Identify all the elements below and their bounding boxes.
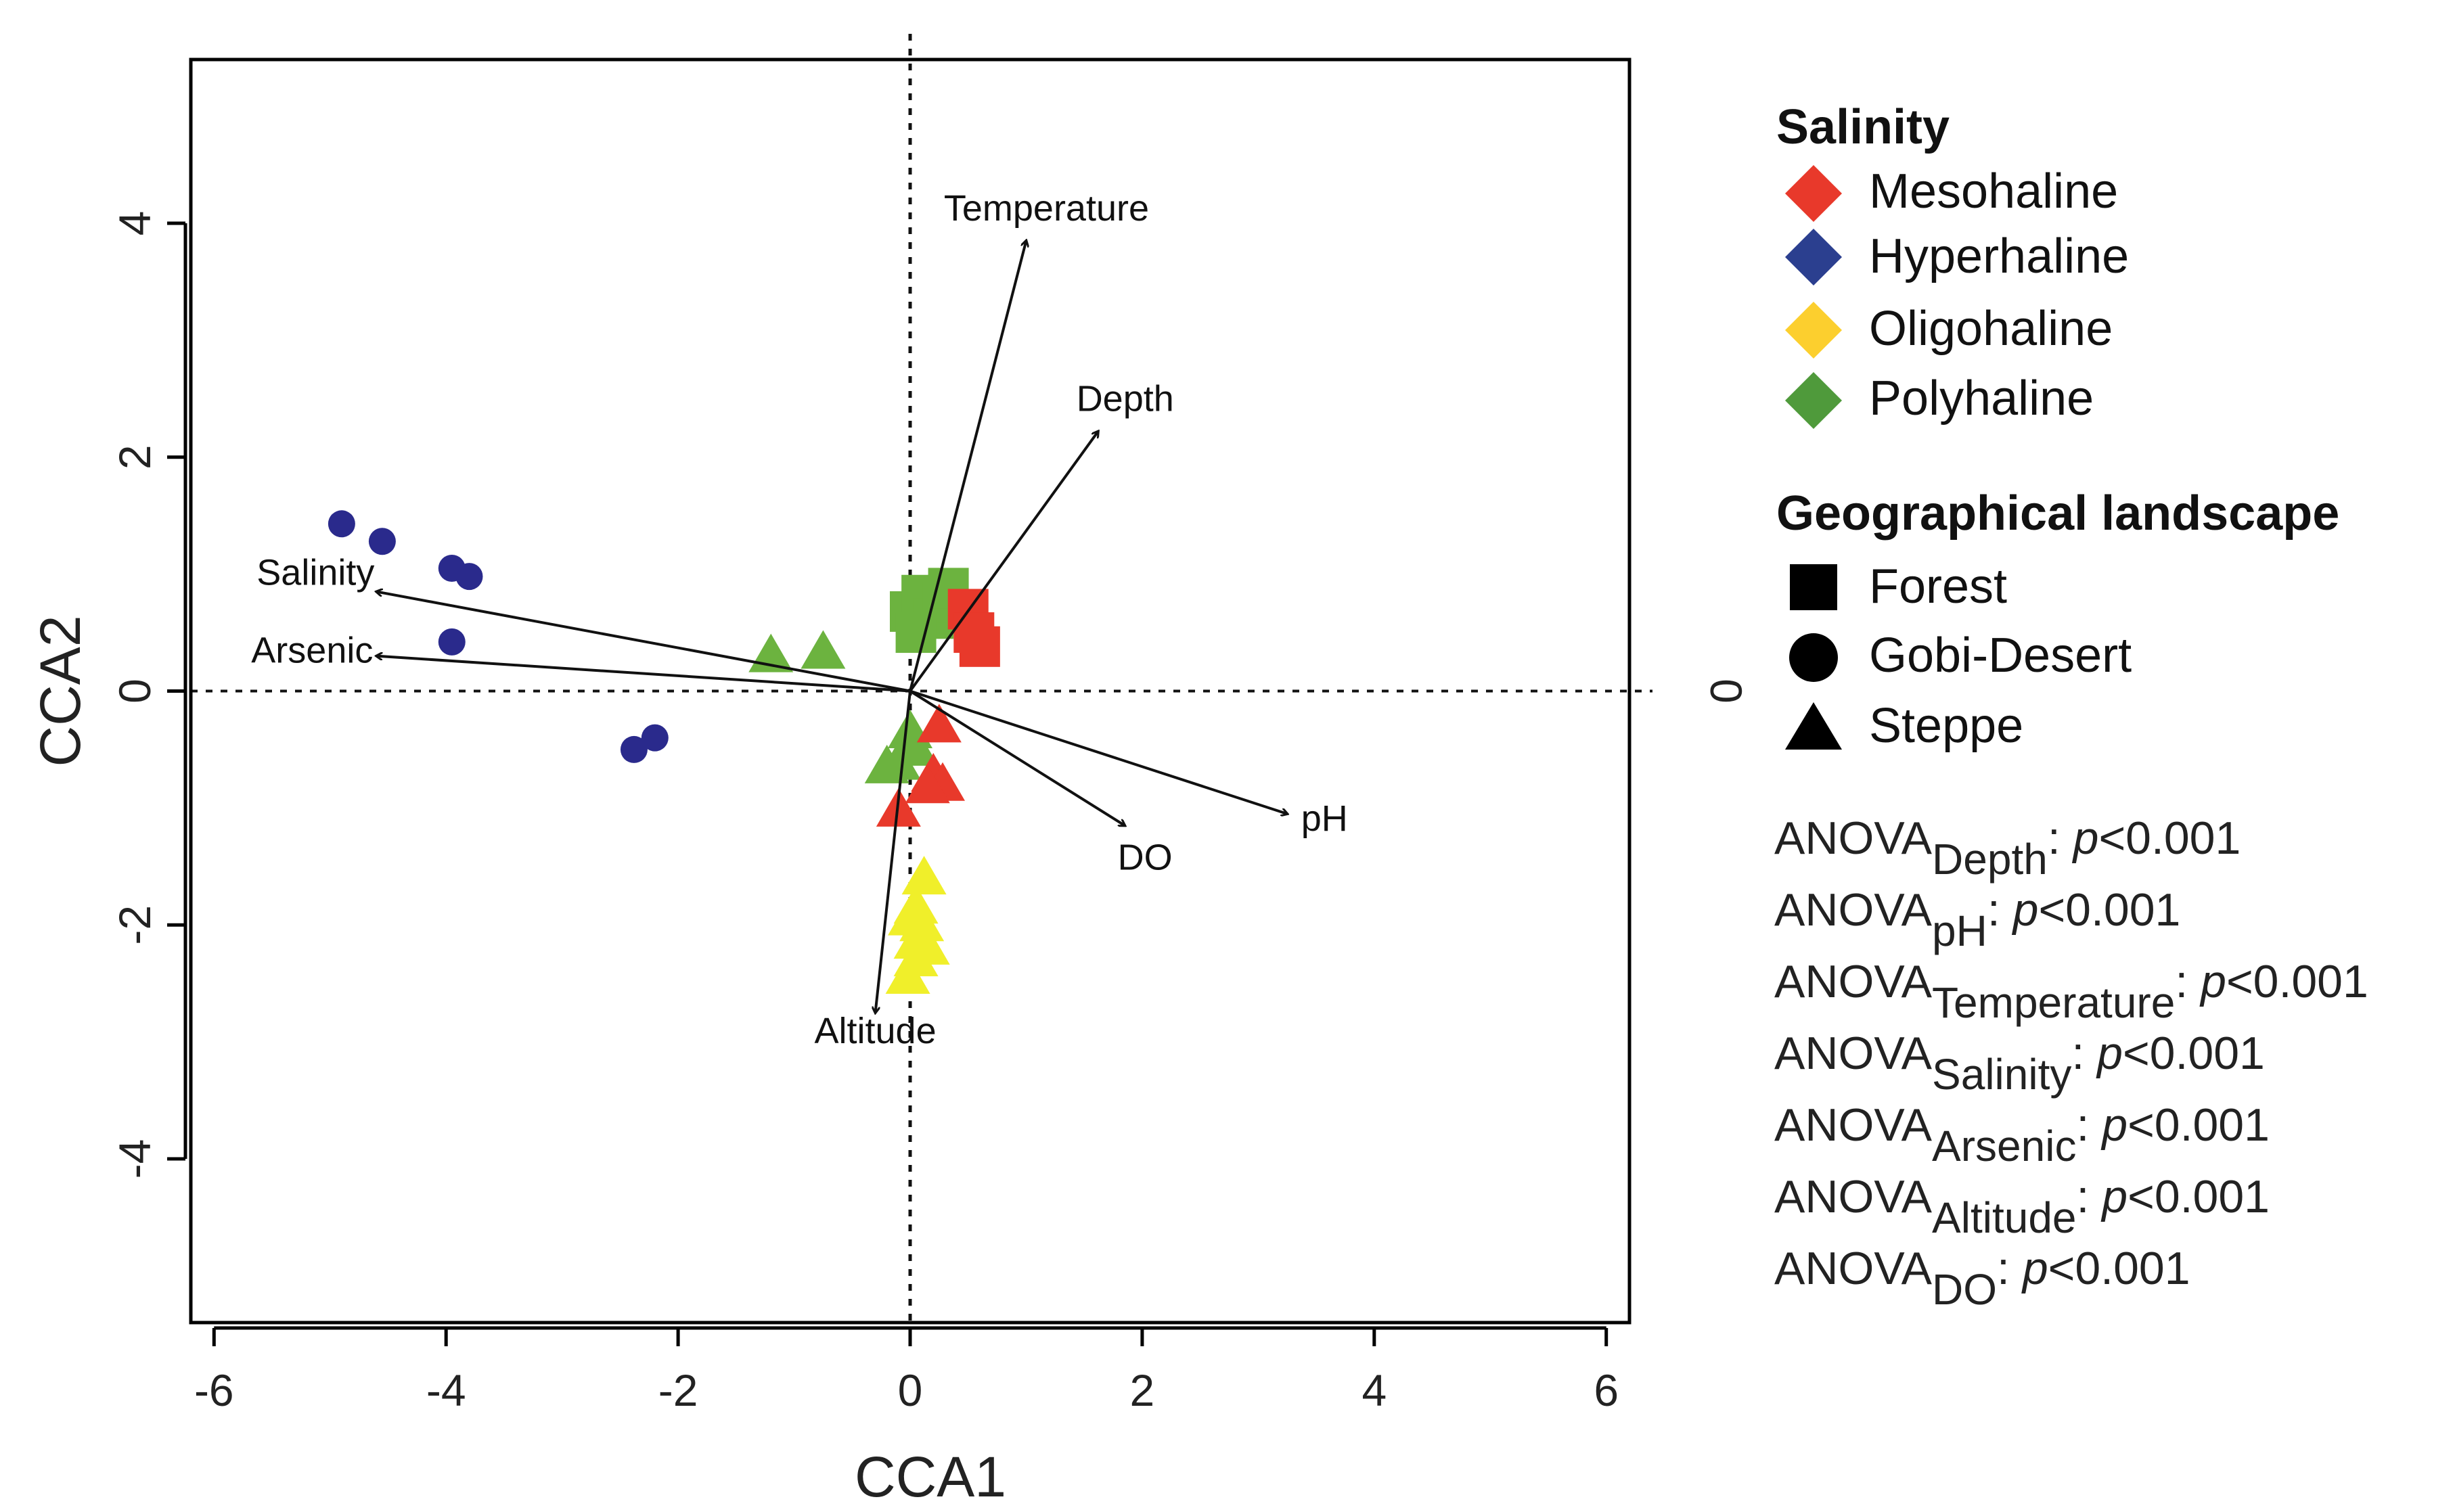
point-oligohaline-steppe [901, 856, 947, 895]
legend-item-hyperhaline: Hyperhaline [1785, 229, 2129, 285]
legend-item-oligohaline: Oligohaline [1785, 302, 2113, 359]
legend-label-oligohaline: Oligohaline [1869, 302, 2113, 356]
legend-label-gobi-desert: Gobi-Desert [1869, 628, 2132, 683]
vector-arrow-depth [909, 432, 1098, 692]
vector-arrow-temperature [909, 241, 1026, 691]
point-oligohaline-steppe [888, 896, 932, 936]
legend-item-polyhaline: Polyhaline [1785, 371, 2094, 429]
hyperhaline-diamond-icon [1785, 229, 1842, 285]
anova-line-depth: ANOVADepth: p<0.001 [1774, 812, 2241, 884]
x-tick-label: 6 [1594, 1365, 1619, 1415]
point-polyhaline-steppe [801, 630, 846, 669]
environmental-vectors: Temperature Depth Salinity Arsenic pH DO Altit… [251, 188, 1347, 1051]
point-hyperhaline-gobi-desert [641, 724, 669, 752]
legend-salinity-title: Salinity [1776, 100, 1950, 154]
legend-label-hyperhaline: Hyperhaline [1869, 229, 2129, 283]
anova-line-altitude: ANOVAAltitude: p<0.001 [1774, 1171, 2270, 1242]
vector-label-salinity: Salinity [256, 553, 374, 593]
vector-label-temperature: Temperature [944, 188, 1149, 229]
y-tick-label: 2 [110, 444, 160, 469]
y-tick-label: -2 [110, 905, 160, 945]
vector-label-arsenic: Arsenic [251, 631, 373, 671]
point-hyperhaline-gobi-desert [328, 510, 355, 538]
x-tick-label: 0 [898, 1365, 923, 1415]
point-mesohaline-steppe [905, 764, 950, 804]
legend-label-mesohaline: Mesohaline [1869, 164, 2118, 219]
vector-label-depth: Depth [1077, 379, 1174, 419]
vector-label-altitude: Altitude [815, 1011, 937, 1051]
polyhaline-diamond-icon [1785, 372, 1842, 429]
vector-arrow-ph [909, 689, 1287, 815]
legend-item-mesohaline: Mesohaline [1785, 164, 2118, 222]
oligohaline-diamond-icon [1785, 302, 1842, 359]
point-polyhaline-steppe [864, 744, 909, 783]
y-axis-title: CCA2 [28, 615, 92, 766]
x-axis-title: CCA1 [855, 1445, 1006, 1509]
square-icon [1790, 564, 1837, 610]
legend-label-polyhaline: Polyhaline [1869, 371, 2094, 426]
point-oligohaline-steppe [885, 955, 930, 994]
anova-line-arsenic: ANOVAArsenic: p<0.001 [1774, 1099, 2270, 1170]
anova-line-ph: ANOVApH: p<0.001 [1774, 884, 2180, 955]
data-points [328, 510, 1000, 994]
x-axis: -6 -4 -2 0 2 4 6 [194, 1326, 1619, 1415]
vector-label-do: DO [1118, 837, 1173, 877]
legend-item-steppe: Steppe [1785, 699, 2023, 753]
anova-line-salinity: ANOVASalinity: p<0.001 [1774, 1028, 2265, 1099]
legend-item-forest: Forest [1790, 559, 2007, 614]
point-hyperhaline-gobi-desert [620, 735, 648, 763]
circle-icon [1789, 633, 1838, 682]
vector-arrow-salinity [376, 592, 911, 693]
vector-arrow-arsenic [376, 656, 911, 693]
point-mesohaline-forest [959, 626, 1000, 667]
y-axis: -4 -2 0 2 4 [110, 211, 187, 1179]
right-axis-zero-label: 0 [1701, 679, 1751, 704]
vector-arrow-do [909, 689, 1125, 826]
y-tick-label: -4 [110, 1139, 160, 1179]
mesohaline-diamond-icon [1785, 165, 1842, 222]
plot-frame [189, 58, 1631, 1325]
legend-label-steppe: Steppe [1869, 699, 2023, 753]
x-tick-label: 4 [1361, 1365, 1387, 1415]
anova-line-do: ANOVADO: p<0.001 [1774, 1243, 2190, 1314]
point-hyperhaline-gobi-desert [368, 528, 396, 555]
legend: Salinity Mesohaline Hyperhaline Oligohal… [1776, 100, 2339, 753]
y-tick-label: 4 [110, 211, 160, 236]
vector-arrow-altitude [876, 691, 912, 1013]
y-tick-label: 0 [110, 679, 160, 704]
legend-landscape-title: Geographical landscape [1776, 486, 2339, 541]
x-tick-label: -6 [194, 1365, 234, 1415]
point-hyperhaline-gobi-desert [438, 628, 466, 656]
x-tick-label: -4 [426, 1365, 466, 1415]
legend-label-forest: Forest [1869, 559, 2007, 614]
vector-label-ph: pH [1301, 798, 1348, 839]
triangle-icon [1785, 702, 1842, 750]
plot-area: Temperature Depth Salinity Arsenic pH DO Altit… [189, 34, 1652, 1325]
point-mesohaline-steppe [916, 704, 962, 743]
point-hyperhaline-gobi-desert [455, 563, 483, 591]
x-tick-label: -2 [658, 1365, 698, 1415]
legend-item-gobi-desert: Gobi-Desert [1789, 628, 2132, 683]
anova-line-temperature: ANOVATemperature: p<0.001 [1774, 956, 2368, 1027]
x-tick-label: 2 [1130, 1365, 1155, 1415]
